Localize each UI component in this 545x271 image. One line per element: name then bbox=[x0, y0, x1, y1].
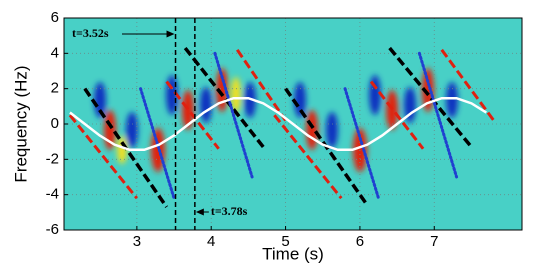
heatmap-blob bbox=[404, 87, 416, 123]
annotation: t=3.52s bbox=[72, 26, 109, 40]
series-line bbox=[139, 51, 459, 200]
heatmap-blob bbox=[126, 112, 138, 148]
heatmap-blob bbox=[369, 75, 381, 115]
heatmap-blob bbox=[446, 82, 458, 118]
arrow-head bbox=[166, 30, 175, 38]
x-tick-label: 3 bbox=[133, 233, 141, 250]
heatmap-blob bbox=[94, 82, 106, 118]
y-tick-label: 0 bbox=[51, 115, 59, 132]
y-tick-label: 6 bbox=[51, 9, 59, 26]
y-tick-label: 2 bbox=[51, 80, 59, 97]
y-tick-label: -6 bbox=[46, 221, 59, 238]
heatmap-blob bbox=[294, 82, 306, 118]
series-line bbox=[68, 48, 495, 200]
x-tick-label: 6 bbox=[356, 233, 364, 250]
annotation: t=3.78s bbox=[211, 204, 248, 218]
heatmap-blob bbox=[200, 87, 212, 123]
y-tick-label: -2 bbox=[46, 150, 59, 167]
overlay: t=3.52s t=3.78s bbox=[72, 18, 248, 230]
y-tick-label: -4 bbox=[46, 186, 59, 203]
heatmap-blob bbox=[386, 90, 398, 130]
heatmap-blob bbox=[231, 77, 241, 113]
heatmap-blob bbox=[117, 136, 127, 164]
y-axis-label: Frequency (Hz) bbox=[11, 65, 30, 182]
series-group bbox=[68, 46, 495, 209]
x-axis-label: Time (s) bbox=[262, 244, 324, 263]
heatmap-blob bbox=[326, 112, 338, 148]
x-tick-label: 4 bbox=[207, 233, 215, 250]
y-tick-label: 4 bbox=[51, 44, 59, 61]
x-tick-label: 7 bbox=[430, 233, 438, 250]
arrow-head bbox=[195, 208, 204, 216]
heatmap-blob bbox=[306, 110, 318, 150]
series-line bbox=[69, 96, 487, 152]
heatmap-blob bbox=[182, 90, 194, 130]
x-tick-label: 5 bbox=[281, 233, 289, 250]
